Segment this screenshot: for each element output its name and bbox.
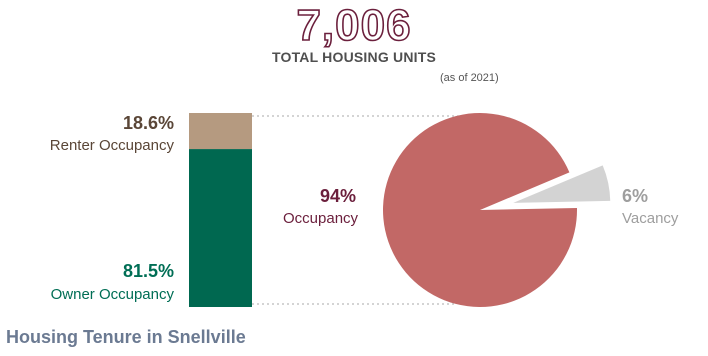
occupancy-slice-label: Occupancy bbox=[283, 210, 359, 227]
total-units-value: 7,006 bbox=[296, 1, 412, 50]
owner-percent-label: 81.5% bbox=[122, 261, 174, 281]
occupancy-slice bbox=[383, 113, 578, 308]
occupancy-percent-label: 94% bbox=[320, 186, 357, 206]
vacancy-slice bbox=[513, 165, 611, 203]
renter-occupancy-segment bbox=[189, 113, 252, 150]
owner-occupancy-segment bbox=[189, 149, 252, 307]
vacancy-percent-label: 6% bbox=[622, 186, 649, 206]
vacancy-slice-label: Vacancy bbox=[622, 210, 679, 227]
owner-series-label: Owner Occupancy bbox=[50, 286, 174, 303]
as-of-note: (as of 2021) bbox=[440, 72, 499, 84]
renter-series-label: Renter Occupancy bbox=[49, 137, 174, 154]
occupancy-pie bbox=[383, 113, 611, 308]
stacked-bar bbox=[189, 113, 252, 307]
total-units-label: TOTAL HOUSING UNITS bbox=[271, 49, 437, 65]
chart-caption: Housing Tenure in Snellville bbox=[6, 327, 246, 347]
renter-percent-label: 18.6% bbox=[122, 113, 174, 133]
